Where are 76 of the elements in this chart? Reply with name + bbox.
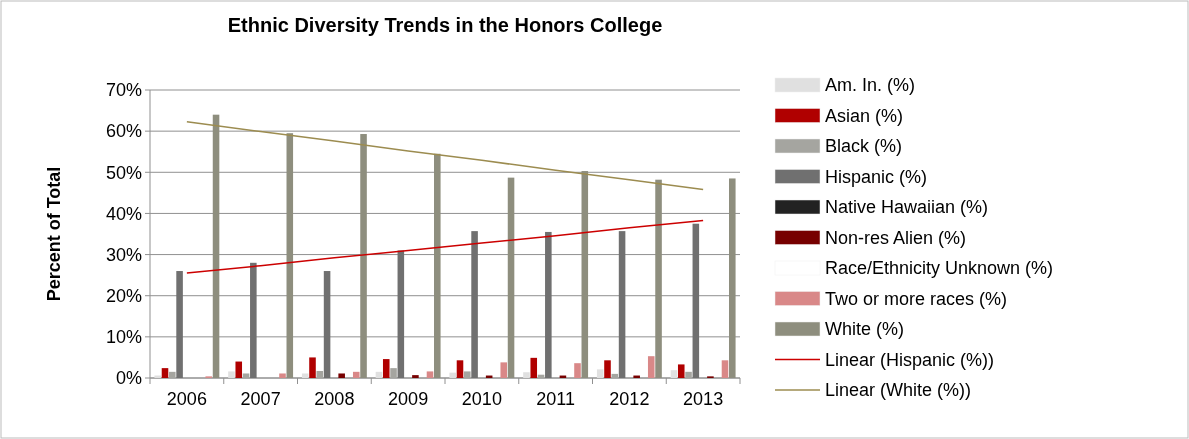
bar <box>212 114 220 378</box>
bar <box>596 369 604 378</box>
bar <box>397 250 405 378</box>
bar <box>176 271 183 378</box>
line-series <box>186 120 704 191</box>
bar <box>574 363 581 378</box>
legend-label: White (%) <box>825 319 905 340</box>
bar <box>581 171 589 378</box>
bar <box>161 368 169 378</box>
y-tick-label: 10% <box>105 327 142 348</box>
x-tick-label: 2010 <box>461 389 502 409</box>
x-tick-label: 2008 <box>314 389 355 409</box>
bar <box>655 179 662 378</box>
bar <box>279 373 286 378</box>
legend-label: Non-res Alien (%) <box>825 227 967 248</box>
bar <box>382 359 390 378</box>
legend-label: Linear (Hispanic (%)) <box>825 349 995 370</box>
legend-label: Asian (%) <box>825 105 904 126</box>
y-tick-label: 30% <box>105 244 142 265</box>
bar <box>500 362 508 378</box>
y-tick-label: 40% <box>105 203 142 224</box>
bar <box>618 231 626 378</box>
bar <box>352 371 360 378</box>
y-tick-label: 70% <box>105 80 142 101</box>
legend-label: Hispanic (%) <box>825 166 928 187</box>
bar <box>507 177 515 378</box>
y-tick-label: 60% <box>105 121 142 142</box>
y-tick-label: 50% <box>105 162 142 183</box>
bar <box>456 360 464 378</box>
x-tick-label: 2006 <box>166 389 207 409</box>
y-tick-label: 0% <box>115 368 142 389</box>
legend-label: Two or more races (%) <box>825 288 1008 309</box>
x-tick-label: 2009 <box>388 389 429 409</box>
y-tick-label: 20% <box>105 286 142 307</box>
bar <box>323 271 331 378</box>
bar <box>692 223 700 378</box>
bar <box>169 371 176 378</box>
x-tick-label: 2007 <box>240 389 281 409</box>
bar <box>426 371 434 378</box>
bar <box>685 371 692 378</box>
bar <box>721 360 729 378</box>
bar <box>434 153 441 378</box>
chart-title: Ethnic Diversity Trends in the Honors College <box>227 14 663 36</box>
bar <box>530 357 538 378</box>
bar <box>338 373 345 378</box>
bar <box>360 134 367 378</box>
bar <box>316 371 324 378</box>
bar <box>729 178 736 378</box>
bar <box>545 231 552 378</box>
bar <box>677 364 685 378</box>
x-tick-label: 2013 <box>683 389 724 409</box>
bar <box>471 231 478 378</box>
bar <box>464 371 471 378</box>
legend-label: Native Hawaiian (%) <box>825 197 989 218</box>
line-series <box>186 219 704 274</box>
bar <box>235 361 243 378</box>
bar <box>242 373 250 378</box>
legend-label: Race/Ethnicity Unknown (%) <box>825 258 1054 279</box>
bar <box>412 375 419 378</box>
legend-label: Am. In. (%) <box>825 75 916 96</box>
bar <box>286 133 294 378</box>
x-tick-label: 2011 <box>536 389 575 409</box>
bar <box>449 372 456 378</box>
bar <box>250 262 257 378</box>
legend-label: Black (%) <box>825 136 903 157</box>
bar <box>647 356 655 378</box>
bar <box>604 360 611 378</box>
y-axis-title: Percent of Total <box>44 166 64 302</box>
legend-label: Linear (White (%)) <box>825 380 972 401</box>
bar <box>390 368 397 378</box>
bar <box>670 370 678 378</box>
bar <box>301 373 309 378</box>
bar <box>228 371 235 378</box>
bar <box>309 357 316 378</box>
x-tick-label: 2012 <box>609 389 650 409</box>
bar <box>523 372 530 378</box>
